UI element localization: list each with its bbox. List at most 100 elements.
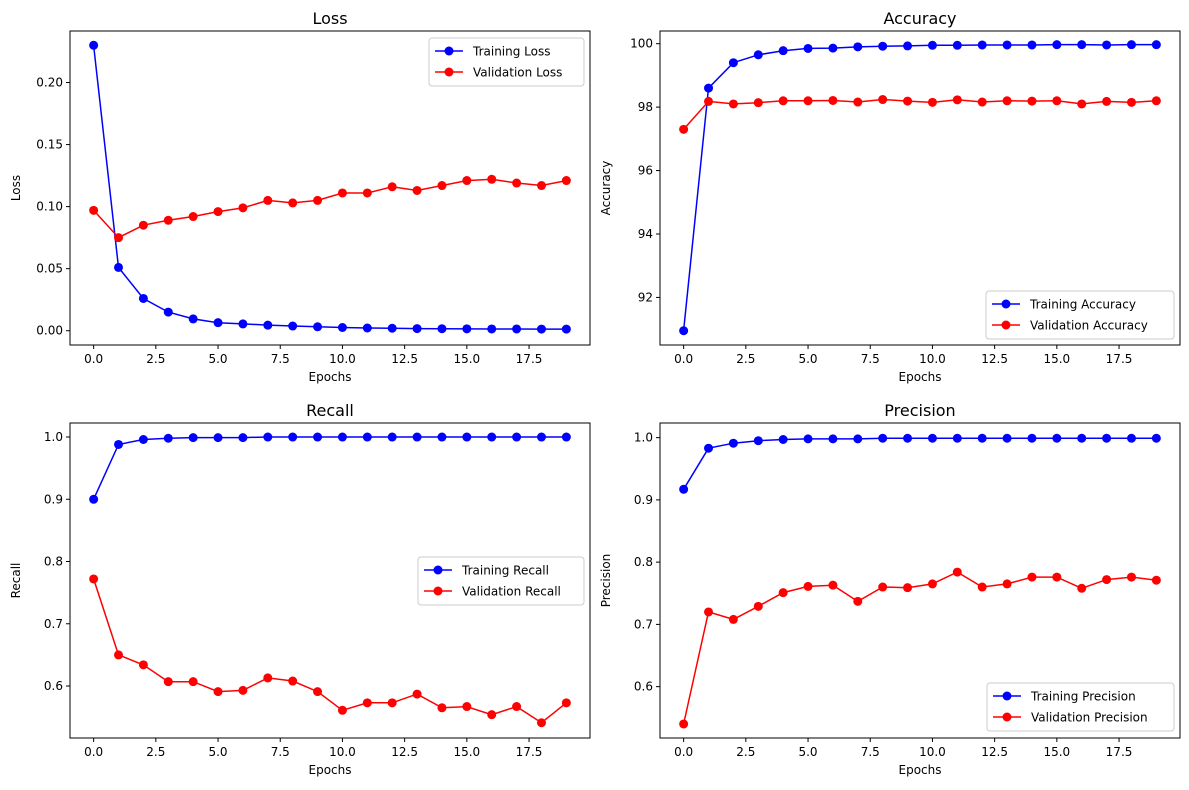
x-tick-label: 10.0 [919, 352, 946, 366]
data-point [1151, 433, 1161, 443]
legend-marker [433, 586, 443, 596]
series-line [93, 178, 567, 239]
data-point [89, 205, 99, 215]
data-point [487, 710, 497, 720]
data-point [828, 95, 838, 105]
legend-marker [444, 67, 454, 77]
data-point [952, 433, 962, 443]
y-tick-label: 100 [630, 37, 653, 51]
data-point [778, 434, 788, 444]
plot-frame [659, 30, 1181, 346]
data-point [878, 433, 888, 443]
legend-label: Validation Accuracy [1030, 319, 1148, 333]
data-point [679, 326, 689, 336]
legend-label: Validation Recall [462, 585, 561, 599]
series-validation-accuracy [679, 95, 1161, 134]
y-tick-label: 0.10 [36, 200, 63, 214]
data-point [238, 319, 248, 329]
plot-frame [659, 422, 1181, 739]
data-point [263, 320, 273, 330]
x-tick-label: 12.5 [981, 352, 1008, 366]
data-point [412, 185, 422, 195]
data-point [828, 43, 838, 53]
data-point [903, 433, 913, 443]
data-point [728, 99, 738, 109]
data-point [1126, 40, 1136, 50]
data-point [1077, 433, 1087, 443]
data-point [679, 719, 689, 729]
data-point [337, 705, 347, 715]
data-point [1027, 96, 1037, 106]
x-axis-label: Epochs [309, 763, 352, 777]
data-point [536, 324, 546, 334]
data-point [512, 324, 522, 334]
x-tick-label: 5.0 [208, 352, 227, 366]
data-point [1002, 96, 1012, 106]
data-point [138, 434, 148, 444]
data-point [977, 40, 987, 50]
data-point [561, 176, 571, 186]
data-point [728, 438, 738, 448]
data-point [114, 439, 124, 449]
x-tick-label: 15.0 [1043, 352, 1070, 366]
chart-panel-precision: Precision 0.0 2.5 5.0 7.5 10.0 12.5 15.0 17.5 0.6… [599, 401, 1181, 777]
data-point [362, 188, 372, 198]
data-point [462, 432, 472, 442]
data-point [803, 581, 813, 591]
data-point [163, 307, 173, 317]
data-point [213, 433, 223, 443]
data-point [263, 432, 273, 442]
y-axis-label: Loss [9, 175, 23, 201]
y-axis-label: Recall [9, 563, 23, 599]
data-point [138, 660, 148, 670]
legend: Training Recall Validation Recall [417, 556, 585, 606]
data-point [1077, 99, 1087, 109]
y-tick-label: 0.7 [44, 617, 63, 631]
data-point [753, 601, 763, 611]
data-point [213, 207, 223, 217]
x-tick-label: 2.5 [736, 352, 755, 366]
chart-panel-accuracy: Accuracy 0.0 2.5 5.0 7.5 10.0 12.5 15.0 17.5 92 94… [599, 9, 1181, 384]
data-point [927, 40, 937, 50]
data-point [337, 188, 347, 198]
data-point [1077, 583, 1087, 593]
x-tick-label: 7.5 [861, 352, 880, 366]
data-point [704, 607, 714, 617]
y-tick-label: 0.20 [36, 76, 63, 90]
x-tick-label: 2.5 [146, 745, 165, 759]
legend: Training Accuracy Validation Accuracy [985, 290, 1175, 340]
x-tick-label: 15.0 [453, 745, 480, 759]
x-axis-label: Epochs [309, 370, 352, 384]
data-point [828, 580, 838, 590]
data-point [462, 702, 472, 712]
data-point [903, 41, 913, 51]
series-line [92, 45, 567, 330]
data-point [238, 433, 248, 443]
data-point [561, 432, 571, 442]
data-point [803, 434, 813, 444]
data-point [1151, 96, 1161, 106]
data-point [704, 83, 714, 93]
data-point [753, 98, 763, 108]
data-point [163, 215, 173, 225]
data-point [1027, 433, 1037, 443]
data-point [89, 574, 99, 584]
chart-title: Recall [306, 401, 354, 420]
data-point [853, 97, 863, 107]
data-point [387, 182, 397, 192]
legend-marker [444, 46, 454, 56]
x-tick-label: 5.0 [208, 745, 227, 759]
data-point [853, 596, 863, 606]
data-point [412, 324, 422, 334]
data-point [1052, 433, 1062, 443]
data-point [803, 43, 813, 53]
data-point [1052, 572, 1062, 582]
x-tick-label: 5.0 [798, 745, 817, 759]
data-point [288, 198, 298, 208]
data-point [977, 582, 987, 592]
data-point [952, 40, 962, 50]
y-axis-label: Accuracy [599, 161, 613, 216]
data-point [263, 195, 273, 205]
chart-panel-loss: Loss 0.0 2.5 5.0 7.5 10.0 12.5 15.0 17.5 0.00 0.05… [9, 9, 591, 384]
x-tick-label: 17.5 [516, 352, 543, 366]
